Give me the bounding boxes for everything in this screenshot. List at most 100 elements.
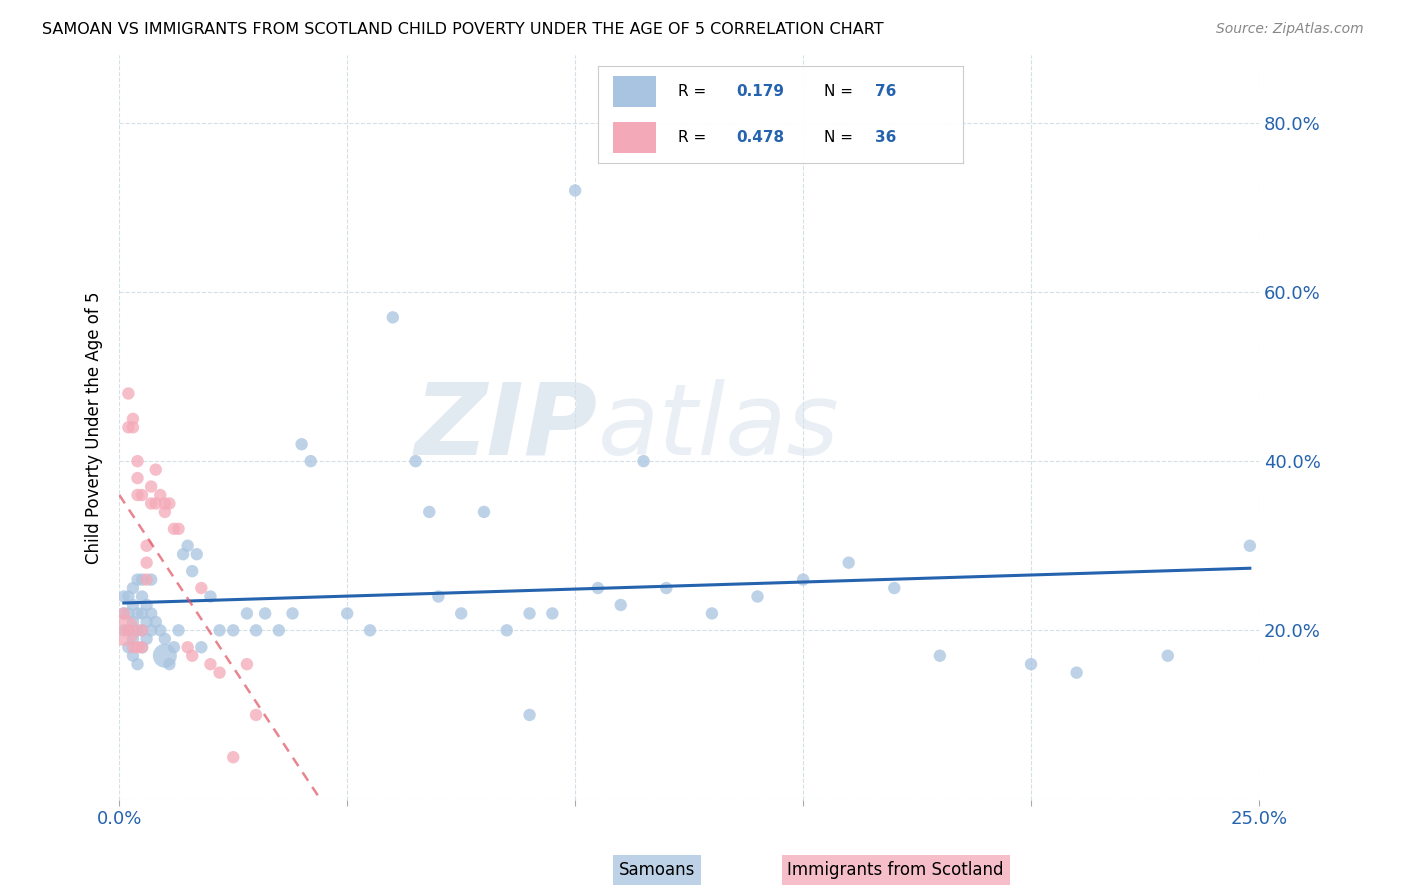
Point: [541, 607, 564, 621]
Point: [564, 184, 586, 198]
Point: [153, 648, 176, 663]
Point: [141, 573, 163, 587]
Point: [131, 590, 153, 604]
Point: [586, 581, 609, 595]
Point: [131, 624, 153, 638]
Point: [117, 386, 139, 401]
Point: [336, 607, 359, 621]
Point: [838, 556, 860, 570]
Point: [145, 496, 167, 510]
Point: [145, 615, 167, 629]
Point: [200, 657, 222, 672]
Point: [181, 648, 204, 663]
Y-axis label: Child Poverty Under the Age of 5: Child Poverty Under the Age of 5: [86, 291, 103, 564]
Point: [127, 640, 149, 655]
Point: [200, 590, 222, 604]
Text: SAMOAN VS IMMIGRANTS FROM SCOTLAND CHILD POVERTY UNDER THE AGE OF 5 CORRELATION : SAMOAN VS IMMIGRANTS FROM SCOTLAND CHILD…: [42, 22, 884, 37]
Point: [167, 522, 190, 536]
Point: [1239, 539, 1261, 553]
Point: [1066, 665, 1088, 680]
Point: [127, 488, 149, 502]
Point: [153, 505, 176, 519]
Point: [267, 624, 290, 638]
Point: [141, 496, 163, 510]
Point: [127, 573, 149, 587]
Point: [122, 581, 145, 595]
Point: [135, 573, 157, 587]
Point: [131, 607, 153, 621]
Point: [117, 624, 139, 638]
Point: [122, 598, 145, 612]
Point: [176, 640, 198, 655]
Point: [1019, 657, 1042, 672]
Point: [157, 657, 180, 672]
Point: [519, 607, 541, 621]
Point: [122, 412, 145, 426]
Point: [208, 624, 231, 638]
Point: [359, 624, 381, 638]
Point: [149, 488, 172, 502]
Text: Source: ZipAtlas.com: Source: ZipAtlas.com: [1216, 22, 1364, 37]
Text: ZIP: ZIP: [415, 379, 598, 475]
Point: [427, 590, 450, 604]
Point: [245, 624, 267, 638]
Point: [141, 607, 163, 621]
Point: [153, 496, 176, 510]
Point: [450, 607, 472, 621]
Point: [928, 648, 950, 663]
Point: [381, 310, 404, 325]
Point: [117, 590, 139, 604]
Point: [405, 454, 427, 468]
Point: [112, 624, 135, 638]
Point: [222, 750, 245, 764]
Point: [208, 665, 231, 680]
Point: [157, 496, 180, 510]
Point: [747, 590, 769, 604]
Point: [122, 632, 145, 646]
Point: [135, 632, 157, 646]
Point: [145, 462, 167, 476]
Point: [135, 615, 157, 629]
Point: [163, 640, 186, 655]
Point: [167, 624, 190, 638]
Text: Samoans: Samoans: [619, 861, 695, 879]
Point: [281, 607, 304, 621]
Point: [112, 624, 135, 638]
Point: [236, 607, 259, 621]
Point: [117, 640, 139, 655]
Point: [254, 607, 277, 621]
Point: [222, 624, 245, 638]
Point: [655, 581, 678, 595]
Point: [135, 539, 157, 553]
Point: [131, 624, 153, 638]
Point: [127, 607, 149, 621]
Point: [883, 581, 905, 595]
Point: [495, 624, 517, 638]
Point: [131, 640, 153, 655]
Point: [236, 657, 259, 672]
Point: [299, 454, 322, 468]
Point: [122, 640, 145, 655]
Text: Immigrants from Scotland: Immigrants from Scotland: [787, 861, 1004, 879]
Point: [131, 640, 153, 655]
Point: [112, 607, 135, 621]
Point: [245, 707, 267, 722]
Point: [127, 657, 149, 672]
Point: [122, 615, 145, 629]
Point: [181, 564, 204, 578]
Point: [153, 632, 176, 646]
Point: [291, 437, 314, 451]
Point: [633, 454, 655, 468]
Point: [117, 624, 139, 638]
Point: [609, 598, 631, 612]
Point: [519, 707, 541, 722]
Point: [131, 573, 153, 587]
Point: [186, 547, 208, 561]
Point: [117, 420, 139, 434]
Point: [172, 547, 194, 561]
Point: [700, 607, 723, 621]
Point: [122, 420, 145, 434]
Point: [117, 607, 139, 621]
Point: [176, 539, 198, 553]
Point: [135, 556, 157, 570]
